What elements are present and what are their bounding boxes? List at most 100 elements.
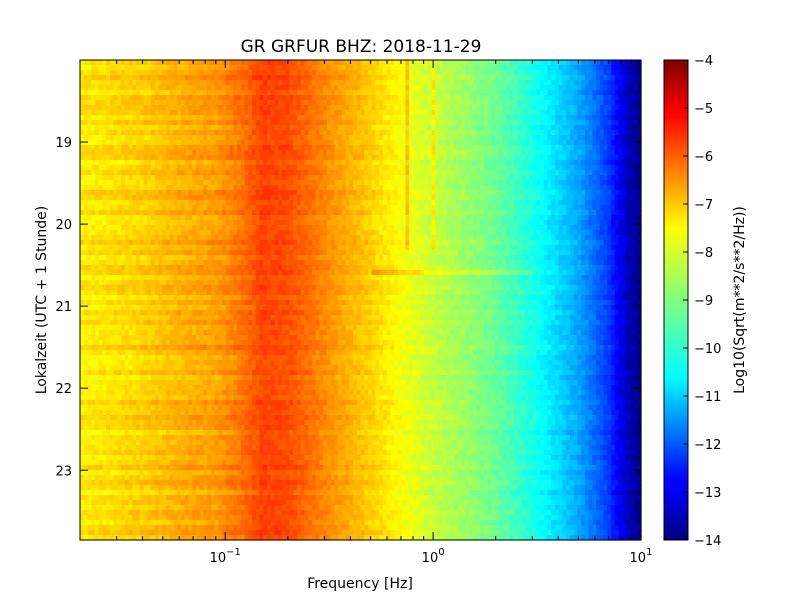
- heatmap-cell: [147, 140, 152, 146]
- heatmap-cell: [483, 220, 489, 226]
- heatmap-cell: [248, 215, 253, 221]
- heatmap-cell: [188, 140, 193, 146]
- heatmap-cell: [483, 215, 489, 221]
- heatmap-cell: [166, 75, 171, 81]
- heatmap-cell: [263, 180, 268, 186]
- heatmap-cell: [255, 195, 261, 201]
- heatmap-cell: [607, 115, 612, 121]
- heatmap-cell: [184, 95, 190, 101]
- heatmap-cell: [626, 210, 631, 216]
- heatmap-cell: [588, 75, 593, 81]
- heatmap-cell: [199, 225, 205, 231]
- heatmap-cell: [188, 210, 193, 216]
- heatmap-cell: [132, 170, 137, 176]
- heatmap-cell: [132, 105, 137, 111]
- heatmap-cell: [528, 160, 534, 166]
- heatmap-cell: [554, 170, 560, 176]
- heatmap-cell: [360, 180, 365, 186]
- heatmap-cell: [338, 125, 343, 131]
- heatmap-cell: [461, 130, 466, 136]
- heatmap-cell: [136, 215, 141, 221]
- heatmap-cell: [547, 80, 552, 86]
- heatmap-cell: [513, 90, 519, 96]
- heatmap-cell: [166, 105, 171, 111]
- heatmap-cell: [166, 160, 171, 166]
- heatmap-cell: [113, 95, 118, 101]
- heatmap-cell: [622, 170, 627, 176]
- heatmap-cell: [405, 120, 410, 126]
- heatmap-cell: [476, 190, 481, 196]
- heatmap-cell: [293, 200, 298, 206]
- heatmap-cell: [353, 155, 358, 161]
- heatmap-cell: [633, 95, 638, 101]
- heatmap-cell: [293, 65, 298, 71]
- heatmap-cell: [315, 215, 320, 221]
- heatmap-cell: [199, 180, 205, 186]
- heatmap-cell: [592, 125, 597, 131]
- heatmap-cell: [229, 170, 234, 176]
- heatmap-cell: [98, 105, 104, 111]
- heatmap-cell: [401, 75, 406, 81]
- heatmap-cell: [233, 195, 238, 201]
- heatmap-cell: [599, 115, 605, 121]
- heatmap-cell: [483, 95, 489, 101]
- heatmap-cell: [476, 105, 481, 111]
- heatmap-cell: [442, 100, 448, 106]
- heatmap-cell: [566, 190, 571, 196]
- heatmap-cell: [364, 155, 369, 161]
- heatmap-cell: [274, 130, 279, 136]
- heatmap-cell: [382, 220, 388, 226]
- heatmap-cell: [214, 145, 219, 151]
- heatmap-cell: [577, 120, 582, 126]
- heatmap-cell: [229, 160, 234, 166]
- heatmap-cell: [375, 95, 380, 101]
- heatmap-cell: [222, 170, 227, 176]
- heatmap-cell: [98, 210, 104, 216]
- heatmap-cell: [248, 225, 253, 231]
- heatmap-cell: [274, 160, 279, 166]
- heatmap-cell: [461, 220, 466, 226]
- heatmap-cell: [274, 85, 279, 91]
- heatmap-cell: [319, 170, 324, 176]
- heatmap-cell: [121, 80, 126, 86]
- heatmap-cell: [199, 135, 205, 141]
- heatmap-cell: [562, 180, 567, 186]
- heatmap-cell: [244, 130, 249, 136]
- heatmap-cell: [450, 115, 455, 121]
- heatmap-cell: [109, 85, 115, 91]
- heatmap-cell: [439, 195, 444, 201]
- heatmap-cell: [154, 225, 160, 231]
- heatmap-cell: [371, 75, 377, 81]
- heatmap-cell: [547, 95, 552, 101]
- heatmap-cell: [480, 175, 485, 181]
- heatmap-cell: [386, 130, 392, 136]
- heatmap-cell: [311, 70, 317, 76]
- heatmap-cell: [199, 185, 205, 191]
- heatmap-cell: [263, 130, 268, 136]
- heatmap-cell: [240, 200, 246, 206]
- heatmap-cell: [513, 110, 519, 116]
- heatmap-cell: [147, 190, 152, 196]
- heatmap-cell: [424, 180, 429, 186]
- heatmap-cell: [169, 150, 175, 156]
- heatmap-cell: [360, 75, 365, 81]
- heatmap-cell: [210, 190, 216, 196]
- heatmap-cell: [207, 150, 212, 156]
- heatmap-cell: [498, 195, 504, 201]
- heatmap-cell: [270, 115, 276, 121]
- heatmap-cell: [278, 120, 283, 126]
- heatmap-cell: [106, 215, 111, 221]
- heatmap-cell: [454, 75, 459, 81]
- heatmap-cell: [495, 220, 500, 226]
- heatmap-cell: [184, 85, 190, 91]
- heatmap-cell: [622, 150, 627, 156]
- heatmap-cell: [431, 210, 436, 216]
- heatmap-cell: [338, 200, 343, 206]
- heatmap-cell: [233, 165, 238, 171]
- heatmap-cell: [409, 150, 414, 156]
- heatmap-cell: [199, 175, 205, 181]
- heatmap-cell: [622, 120, 627, 126]
- heatmap-cell: [592, 210, 597, 216]
- heatmap-cell: [581, 120, 586, 126]
- heatmap-cell: [420, 65, 425, 71]
